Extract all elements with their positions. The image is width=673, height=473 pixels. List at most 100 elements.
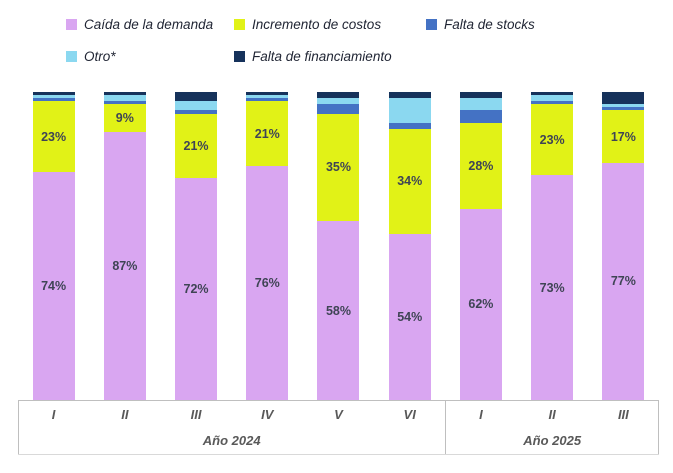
- axis-tick-label: IV: [261, 406, 274, 422]
- data-label: 58%: [325, 303, 351, 318]
- axis-tick-label: I: [479, 406, 483, 422]
- segment-caida-demanda: 77%: [602, 162, 645, 400]
- segment-otro: [32, 95, 75, 99]
- legend-item: Otro*: [66, 49, 234, 64]
- bar-column: 21% 76%: [232, 92, 303, 400]
- stacked-bar: 34% 54%: [388, 92, 431, 400]
- data-label: 35%: [325, 160, 351, 175]
- axis-tick-label: I: [51, 406, 56, 422]
- stacked-bar: 17% 77%: [602, 92, 645, 400]
- data-label: 73%: [539, 280, 565, 295]
- data-label: 17%: [610, 129, 636, 144]
- stacked-bar: 28% 62%: [459, 92, 502, 400]
- axis-tick-label: II: [121, 406, 129, 422]
- segment-otro: [246, 95, 289, 99]
- segment-falta-financiamiento: [317, 92, 360, 99]
- legend-swatch-icon: [234, 19, 245, 30]
- axis-tick-label: III: [617, 406, 629, 422]
- data-label: 21%: [254, 126, 280, 141]
- segment-caida-demanda: 73%: [531, 175, 574, 400]
- bar-column: 17% 77%: [588, 92, 659, 400]
- segment-otro: [602, 104, 645, 108]
- segment-otro: [459, 98, 502, 111]
- bar-column: 23% 73%: [517, 92, 588, 400]
- legend-item: Incremento de costos: [234, 17, 426, 32]
- legend-swatch-icon: [426, 19, 437, 30]
- segment-falta-financiamiento: [531, 92, 574, 96]
- bar-column: 34% 54%: [374, 92, 445, 400]
- axis-group-label: Año 2025: [523, 432, 582, 448]
- data-label: 34%: [397, 174, 423, 189]
- segment-incremento-costos: 28%: [459, 122, 502, 210]
- segment-falta-stocks: [388, 122, 431, 129]
- axis-group-label: Año 2024: [202, 432, 261, 448]
- data-label: 76%: [254, 275, 280, 290]
- segment-falta-financiamiento: [32, 92, 75, 96]
- bar-column: 9% 87%: [89, 92, 160, 400]
- plot-area: 23% 74% 9% 87% 21% 72% 21% 76% 35% 58% 34% 54% 28% 62…: [18, 92, 659, 400]
- segment-falta-stocks: [531, 101, 574, 105]
- segment-incremento-costos: 9%: [103, 104, 146, 133]
- segment-incremento-costos: 34%: [388, 128, 431, 234]
- segment-caida-demanda: 62%: [459, 209, 502, 400]
- segment-falta-financiamiento: [246, 92, 289, 96]
- segment-caida-demanda: 76%: [246, 165, 289, 400]
- data-label: 23%: [41, 129, 67, 144]
- legend-label: Falta de stocks: [444, 17, 535, 32]
- stacked-bar: 23% 73%: [531, 92, 574, 400]
- segment-incremento-costos: 35%: [317, 113, 360, 222]
- segment-falta-financiamiento: [388, 92, 431, 99]
- stacked-bar: 35% 58%: [317, 92, 360, 400]
- axis-tick-label: VI: [403, 406, 416, 422]
- data-label: 54%: [397, 309, 423, 324]
- axis-tick-label: V: [334, 406, 343, 422]
- segment-incremento-costos: 21%: [175, 113, 218, 179]
- data-label: 28%: [468, 158, 494, 173]
- category-axis: I II III IV V VI I II III Año 2024 Año 2025: [18, 400, 659, 455]
- data-label: 87%: [112, 259, 138, 273]
- bar-column: 23% 74%: [18, 92, 89, 400]
- segment-otro: [317, 98, 360, 105]
- segment-falta-financiamiento: [459, 92, 502, 99]
- group-row: Año 2024 Año 2025: [18, 427, 659, 453]
- axis-separator-line: [658, 401, 659, 454]
- segment-falta-financiamiento: [103, 92, 146, 96]
- segment-incremento-costos: 21%: [246, 101, 289, 166]
- tick-row: I II III IV V VI I II III: [18, 401, 659, 427]
- data-label: 74%: [41, 279, 67, 294]
- segment-otro: [388, 98, 431, 123]
- legend-swatch-icon: [234, 51, 245, 62]
- segment-falta-stocks: [175, 110, 218, 114]
- stacked-bar: 23% 74%: [32, 92, 75, 400]
- segment-incremento-costos: 17%: [602, 110, 645, 163]
- segment-otro: [531, 95, 574, 102]
- segment-falta-financiamiento: [602, 92, 645, 105]
- legend-swatch-icon: [66, 19, 77, 30]
- segment-caida-demanda: 72%: [175, 178, 218, 400]
- segment-falta-stocks: [459, 110, 502, 123]
- stacked-bar: 21% 72%: [175, 92, 218, 400]
- legend-swatch-icon: [66, 51, 77, 62]
- segment-falta-stocks: [317, 104, 360, 114]
- data-label: 77%: [610, 274, 636, 289]
- axis-tick-label: II: [548, 406, 556, 422]
- stacked-bar: 9% 87%: [103, 92, 146, 400]
- legend-item: Falta de financiamiento: [234, 49, 444, 64]
- segment-caida-demanda: 58%: [317, 221, 360, 400]
- bar-column: 21% 72%: [160, 92, 231, 400]
- segment-incremento-costos: 23%: [531, 104, 574, 176]
- segment-otro: [175, 101, 218, 111]
- segment-falta-stocks: [32, 98, 75, 102]
- segment-incremento-costos: 23%: [32, 101, 75, 173]
- bar-column: 28% 62%: [445, 92, 516, 400]
- legend-item: Caída de la demanda: [66, 17, 234, 32]
- data-label: 9%: [115, 111, 134, 126]
- legend-label: Incremento de costos: [252, 17, 382, 32]
- legend-label: Otro*: [84, 49, 116, 64]
- segment-falta-stocks: [246, 98, 289, 102]
- bar-column: 35% 58%: [303, 92, 374, 400]
- segment-caida-demanda: 87%: [103, 132, 146, 400]
- data-label: 23%: [539, 132, 565, 147]
- legend-item: Falta de stocks: [426, 17, 571, 32]
